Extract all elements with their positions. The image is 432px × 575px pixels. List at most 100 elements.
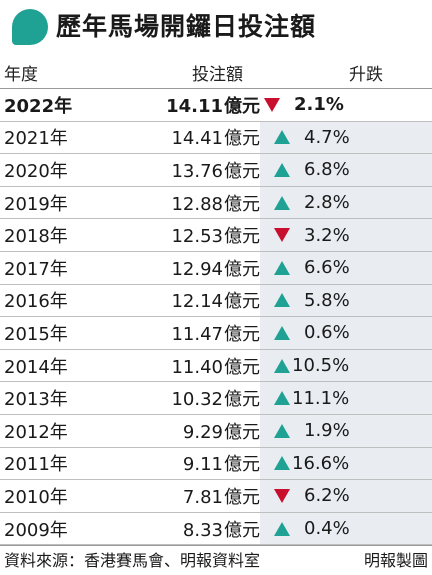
year-cell: 2015年 (4, 323, 68, 345)
change-value: 6.8% (304, 159, 350, 181)
amount-unit: 億元 (224, 486, 260, 508)
amount-cell: 11.40億元 (125, 353, 260, 379)
year-cell: 2021年 (4, 128, 68, 150)
year-cell: 2014年 (4, 356, 68, 378)
table-row: 2021年 14.41億元 4.7% (0, 121, 432, 155)
table-row: 2011年 9.11億元 16.6% (0, 447, 432, 481)
up-triangle-icon (274, 260, 290, 275)
down-triangle-icon (274, 228, 290, 243)
up-triangle-icon (274, 391, 290, 406)
amount-cell: 12.14億元 (125, 287, 260, 313)
year-cell: 2019年 (4, 193, 68, 215)
amount-unit: 億元 (224, 323, 260, 345)
amount-cell: 14.41億元 (125, 124, 260, 150)
down-triangle-icon (264, 97, 280, 112)
table-row: 2019年 12.88億元 2.8% (0, 186, 432, 220)
change-cell: 5.8% (260, 284, 432, 317)
change-value: 1.9% (304, 420, 350, 442)
amount-cell: 9.11億元 (125, 450, 260, 476)
year-cell: 2012年 (4, 421, 68, 443)
change-cell: 0.4% (260, 512, 432, 545)
year-cell: 2009年 (4, 519, 68, 541)
amount-unit: 億元 (224, 389, 260, 411)
amount-value: 10.32 (171, 389, 223, 411)
change-value: 10.5% (292, 355, 350, 377)
amount-value: 14.11 (166, 95, 223, 117)
change-cell: 6.6% (260, 251, 432, 284)
change-cell: 4.7% (260, 121, 432, 154)
table-row: 2015年 11.47億元 0.6% (0, 317, 432, 350)
change-cell: 6.2% (260, 480, 432, 512)
amount-cell: 12.88億元 (125, 190, 260, 216)
footer: 資料來源：香港賽馬會、明報資料室 明報製圖 (0, 545, 432, 572)
amount-unit: 億元 (224, 356, 260, 378)
table-row: 2010年 7.81億元 6.2% (0, 480, 432, 513)
table-row: 2020年 13.76億元 6.8% (0, 154, 432, 187)
up-triangle-icon (274, 423, 290, 438)
up-triangle-icon (274, 130, 290, 145)
amount-cell: 14.11億元 (125, 92, 260, 118)
table-row: 2013年 10.32億元 11.1% (0, 382, 432, 415)
change-value: 4.7% (304, 126, 350, 148)
change-cell: 3.2% (260, 219, 432, 251)
change-cell: 10.5% (260, 349, 432, 382)
amount-value: 14.41 (171, 128, 223, 150)
up-triangle-icon (274, 456, 290, 471)
change-value: 0.6% (304, 322, 350, 344)
amount-unit: 億元 (224, 421, 260, 443)
amount-unit: 億元 (224, 128, 260, 150)
up-triangle-icon (274, 293, 290, 308)
table-header: 年度 投注額 升跌 (0, 57, 432, 89)
amount-value: 12.14 (171, 291, 223, 313)
amount-value: 13.76 (171, 160, 223, 182)
change-value: 3.2% (304, 224, 350, 246)
change-cell: 6.8% (260, 154, 432, 186)
table-row: 2009年 8.33億元 0.4% (0, 512, 432, 546)
amount-unit: 億元 (224, 160, 260, 182)
col-amount-header: 投注額 (192, 65, 243, 85)
change-value: 11.1% (292, 387, 350, 409)
amount-unit: 億元 (224, 291, 260, 313)
amount-cell: 12.53億元 (125, 222, 260, 248)
amount-value: 11.47 (171, 323, 223, 345)
amount-unit: 億元 (224, 193, 260, 215)
amount-value: 11.40 (171, 356, 223, 378)
up-triangle-icon (274, 195, 290, 210)
amount-value: 8.33 (182, 519, 223, 541)
amount-unit: 億元 (224, 95, 260, 117)
amount-cell: 8.33億元 (125, 516, 260, 542)
amount-cell: 10.32億元 (125, 385, 260, 411)
change-cell: 2.8% (260, 186, 432, 219)
col-change-header: 升跌 (349, 65, 383, 85)
amount-unit: 億元 (224, 519, 260, 541)
change-cell: 16.6% (260, 447, 432, 480)
amount-value: 9.11 (182, 454, 223, 476)
amount-cell: 9.29億元 (125, 418, 260, 444)
source-note: 資料來源：香港賽馬會、明報資料室 (4, 551, 261, 571)
amount-cell: 12.94億元 (125, 255, 260, 281)
change-cell: 1.9% (260, 414, 432, 447)
data-table: 年度 投注額 升跌 2022年 14.11億元 2.1% 2021年 14.41億元 4.… (0, 57, 432, 546)
change-value: 2.1% (294, 94, 344, 116)
down-triangle-icon (274, 488, 290, 503)
table-row: 2018年 12.53億元 3.2% (0, 219, 432, 252)
amount-cell: 11.47億元 (125, 320, 260, 346)
amount-value: 7.81 (182, 486, 223, 508)
amount-cell: 7.81億元 (125, 483, 260, 509)
col-year-header: 年度 (4, 65, 38, 85)
credit-note: 明報製圖 (363, 551, 428, 571)
table-row: 2016年 12.14億元 5.8% (0, 284, 432, 318)
speech-bubble-icon (12, 9, 48, 45)
amount-value: 9.29 (182, 421, 223, 443)
up-triangle-icon (274, 358, 290, 373)
change-value: 6.2% (304, 485, 350, 507)
table-row: 2017年 12.94億元 6.6% (0, 251, 432, 285)
table-row: 2014年 11.40億元 10.5% (0, 349, 432, 383)
change-cell: 11.1% (260, 382, 432, 414)
change-value: 2.8% (304, 192, 350, 214)
change-value: 16.6% (292, 452, 350, 474)
change-value: 6.6% (304, 257, 350, 279)
amount-cell: 13.76億元 (125, 157, 260, 183)
year-cell: 2017年 (4, 258, 68, 280)
year-cell: 2016年 (4, 291, 68, 313)
